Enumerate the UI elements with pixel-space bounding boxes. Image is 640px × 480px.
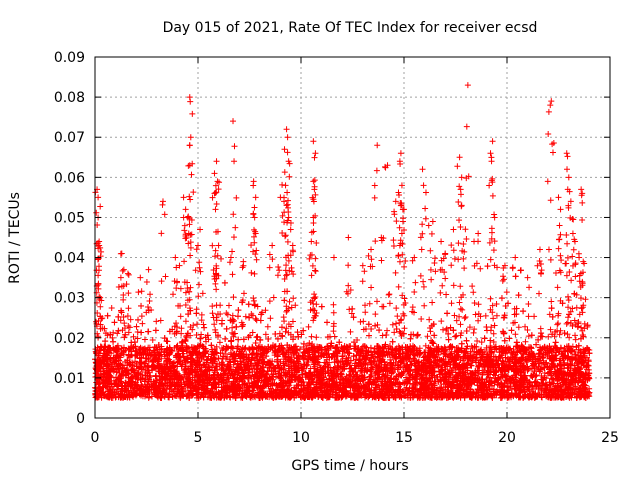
data-point [500,276,507,283]
data-point [205,353,212,360]
data-point [490,338,497,345]
data-point [354,336,361,343]
data-points [92,82,593,401]
data-point [547,326,554,333]
data-point [448,300,455,307]
data-point [389,321,396,328]
data-point [262,331,269,338]
data-point [153,318,160,325]
data-point [474,337,481,344]
data-point [462,314,469,321]
data-point [193,332,200,339]
data-point [482,312,489,319]
data-point [565,314,572,321]
data-point [515,324,522,331]
data-point [478,339,485,346]
data-point [149,337,156,344]
data-point [391,329,398,336]
data-point [522,338,529,345]
